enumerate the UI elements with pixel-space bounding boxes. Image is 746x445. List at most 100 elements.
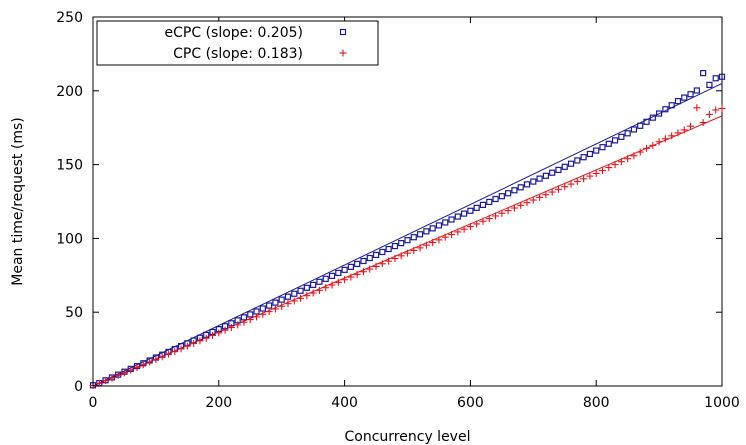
ecpc-point (599, 144, 606, 151)
ecpc-point (379, 248, 386, 256)
cpc-point (554, 185, 562, 193)
cpc-point (322, 284, 330, 292)
cpc-point (624, 155, 632, 163)
cpc-point (303, 292, 311, 300)
cpc-point (271, 305, 279, 313)
ecpc-point (555, 166, 562, 174)
y-tick-label: 0 (74, 379, 83, 395)
ecpc-point (303, 284, 310, 291)
ecpc-point (674, 98, 682, 105)
cpc-point (234, 321, 242, 329)
ecpc-point (454, 213, 461, 220)
cpc-point (290, 297, 298, 305)
cpc-point (359, 268, 367, 276)
ecpc-point (442, 219, 449, 226)
legend-symbol-cpc (339, 49, 347, 57)
ecpc-point (618, 133, 625, 140)
ecpc-point (523, 181, 531, 188)
cpc-point (108, 374, 116, 382)
ecpc-point (655, 110, 663, 117)
cpc-point (190, 339, 198, 347)
ecpc-point (461, 210, 468, 217)
cpc-point (699, 119, 707, 127)
ecpc-point (611, 137, 619, 144)
ecpc-point (385, 245, 392, 253)
ecpc-point (561, 163, 568, 170)
cpc-point (120, 369, 128, 377)
ecpc-point (410, 234, 417, 241)
cpc-point (416, 244, 424, 252)
ecpc-point (511, 187, 518, 194)
cpc-point (705, 110, 713, 118)
cpc-point (636, 148, 644, 156)
ecpc-point (479, 201, 487, 208)
cpc-point (139, 361, 147, 369)
ecpc-point (498, 193, 505, 200)
ecpc-point (505, 190, 512, 197)
ecpc-point (316, 278, 323, 285)
data-points (89, 69, 726, 390)
cpc-point (372, 262, 380, 270)
cpc-point (661, 135, 669, 143)
cpc-point (485, 215, 493, 223)
cpc-point (102, 377, 110, 385)
ecpc-point (284, 293, 292, 300)
x-tick-label: 800 (583, 395, 610, 411)
cpc-point (712, 106, 720, 114)
cpc-point (529, 196, 537, 204)
cpc-point (334, 278, 342, 286)
cpc-point (687, 122, 695, 130)
cpc-point (479, 217, 487, 225)
ecpc-point (605, 140, 612, 147)
cpc-point (278, 302, 286, 310)
cpc-point (674, 129, 682, 137)
ecpc-point (580, 154, 587, 161)
ecpc-point (416, 231, 424, 238)
y-tick-label: 250 (56, 10, 83, 26)
ecpc-point (706, 81, 713, 88)
cpc-point (422, 241, 430, 249)
ecpc-point (567, 160, 575, 167)
cpc-point (114, 371, 122, 379)
cpc-point (215, 329, 223, 337)
cpc-point (617, 158, 625, 166)
cpc-point (598, 167, 606, 175)
legend-marker-ecpc (339, 28, 347, 36)
ecpc-point (310, 281, 317, 288)
ecpc-point (347, 263, 354, 270)
cpc-point (643, 144, 651, 152)
cpc-point (466, 223, 474, 231)
y-tick-label: 100 (56, 231, 83, 247)
legend: eCPC (slope: 0.205) CPC (slope: 0.183) (96, 20, 379, 66)
ecpc-point (423, 228, 430, 235)
cpc-point (718, 105, 726, 113)
plot-frame (92, 16, 723, 387)
cpc-point (391, 254, 399, 262)
cpc-point (158, 353, 166, 361)
cpc-point (347, 273, 355, 281)
ecpc-point (637, 122, 644, 129)
ecpc-point (448, 216, 455, 223)
cpc-point (397, 252, 405, 260)
y-axis-label: Mean time/request (ms) (10, 117, 26, 285)
cpc-point (448, 231, 456, 239)
cpc-point (183, 342, 191, 350)
ecpc-point (630, 126, 638, 133)
ecpc-point (693, 87, 700, 94)
cpc-point (580, 175, 588, 183)
cpc-point (246, 316, 254, 324)
cpc-point (309, 289, 317, 297)
ecpc-point (398, 240, 405, 247)
cpc-point (510, 204, 518, 212)
cpc-point (196, 337, 204, 345)
cpc-point (385, 257, 393, 265)
cpc-point (253, 313, 261, 321)
cpc-point (227, 324, 235, 332)
x-tick-label: 1000 (704, 395, 740, 411)
cpc-point (536, 193, 544, 201)
cpc-point (498, 209, 506, 217)
y-axis-ticks: 0 50 100 150 200 250 (56, 10, 722, 395)
cpc-point (240, 318, 248, 326)
ecpc-point (473, 204, 480, 211)
